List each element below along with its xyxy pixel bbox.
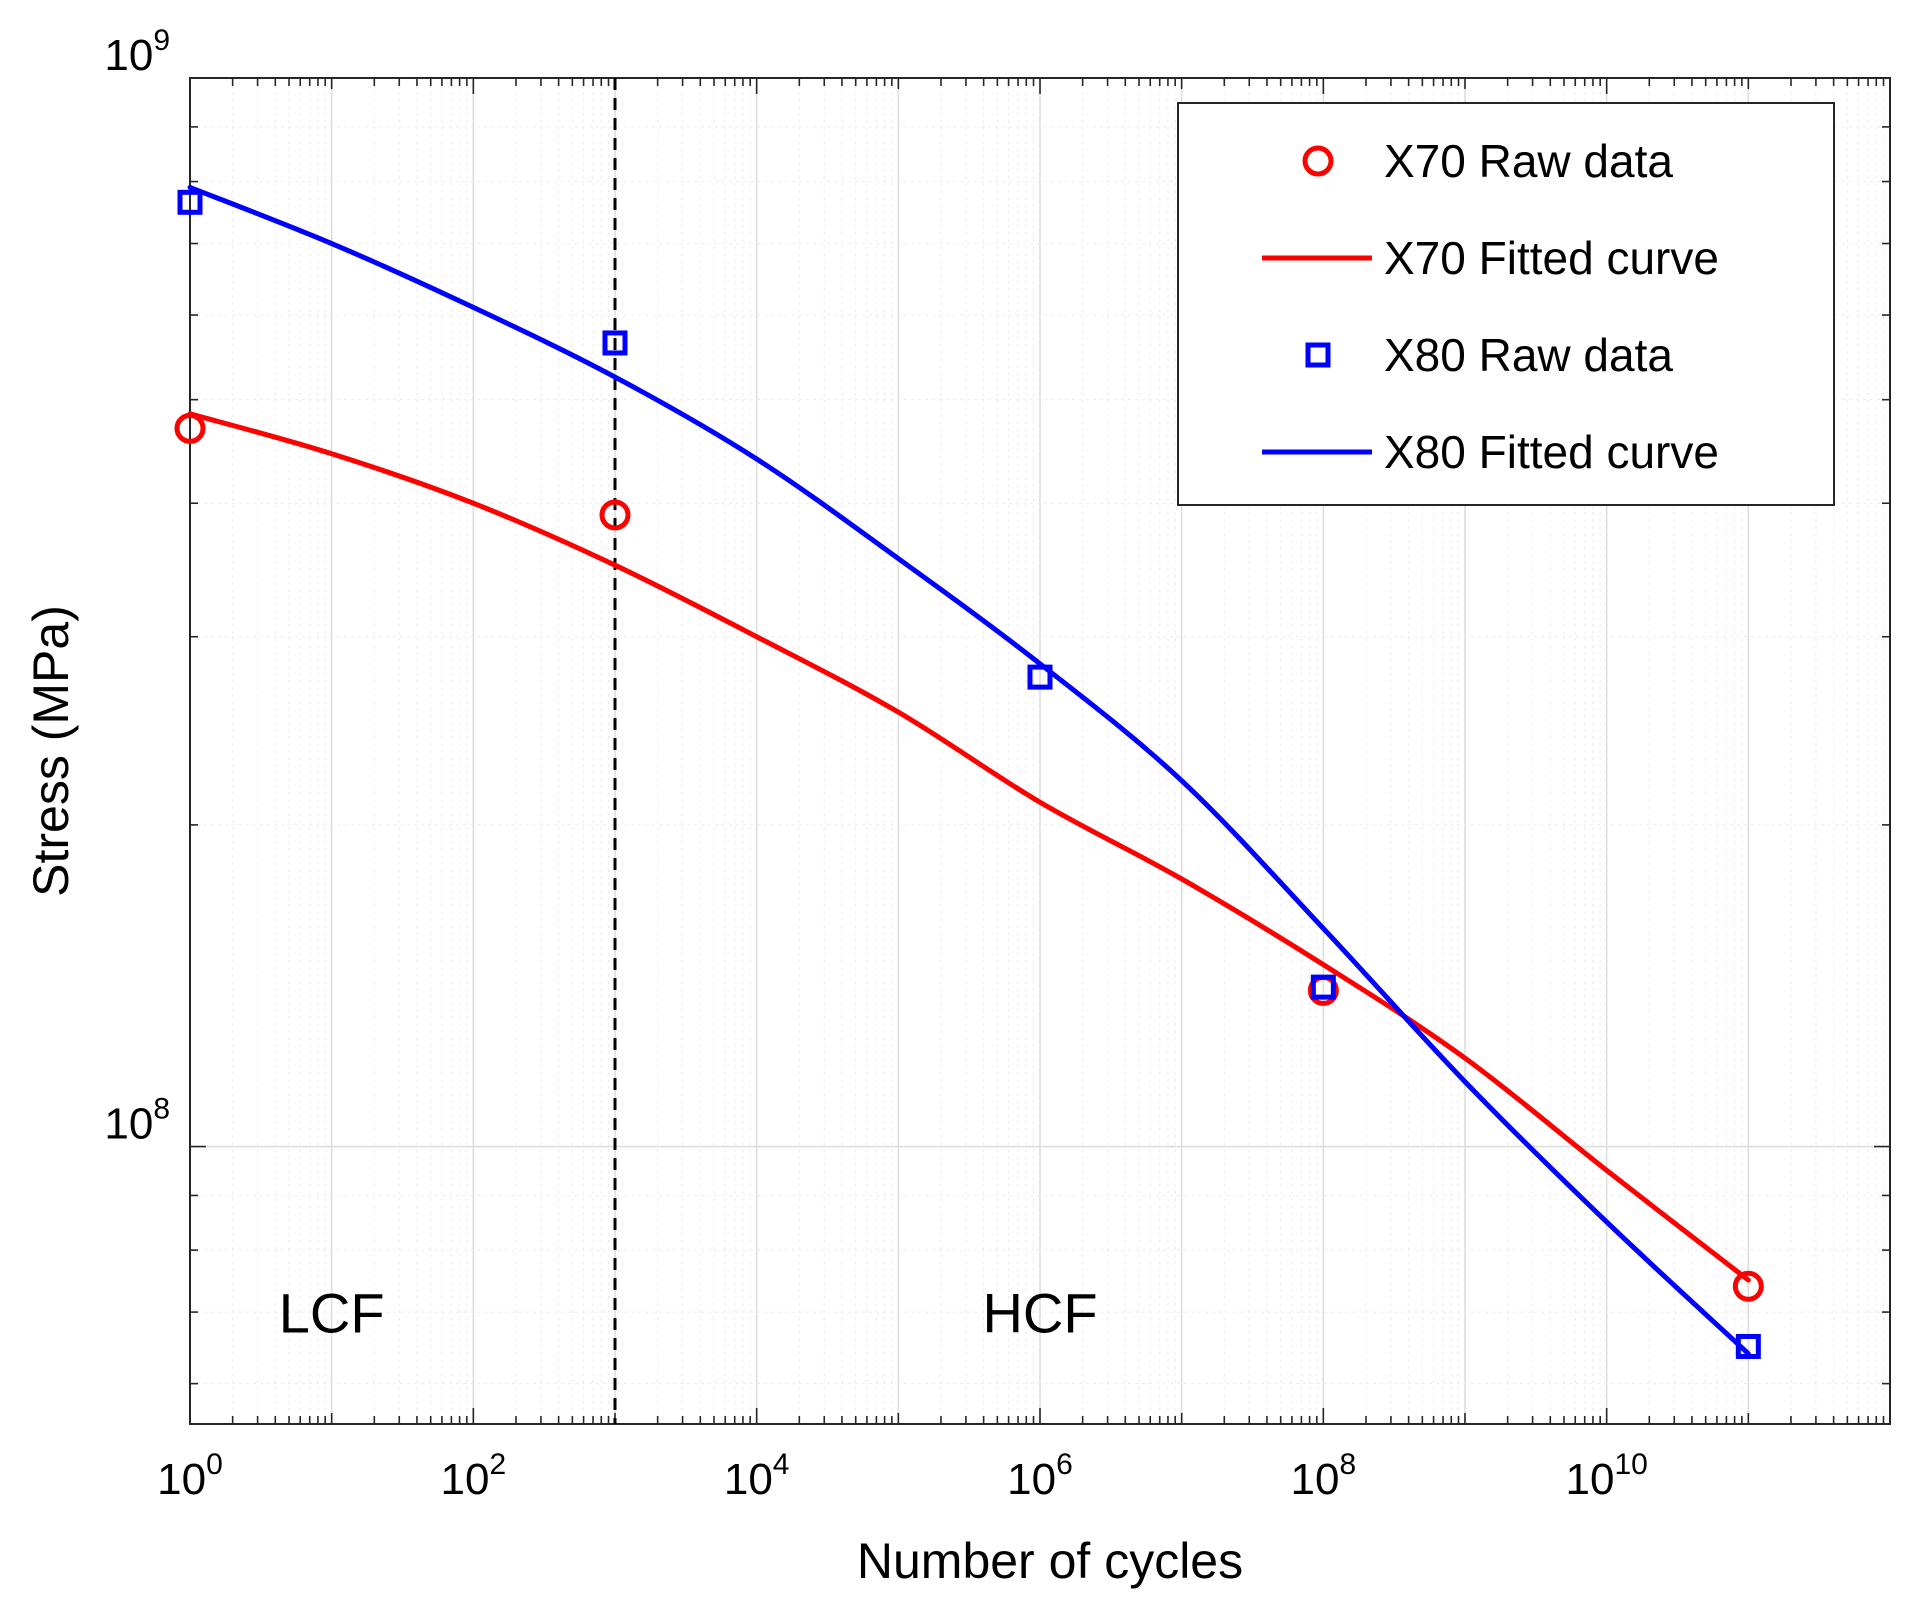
legend-swatch-x80-raw-data (1305, 342, 1331, 368)
x-tick-label-exponent: 6 (1056, 1448, 1073, 1481)
axis-labels: Number of cycles Stress (MPa) (23, 605, 1243, 1589)
x-tick-label-exponent: 2 (489, 1448, 506, 1481)
x70-raw-data-point (599, 499, 631, 531)
y-axis-label: Stress (MPa) (23, 605, 79, 897)
x70-fitted-curve-line (187, 411, 1751, 1283)
x-tick-label-base: 10 (441, 1455, 490, 1504)
y-tick-label: 109 (104, 24, 170, 80)
region-label-lcf: LCF (279, 1281, 385, 1344)
x-tick-label-base: 10 (724, 1455, 773, 1504)
x-tick-label: 100 (157, 1448, 223, 1504)
x80-raw-data-point (177, 189, 203, 215)
region-label-hcf: HCF (982, 1281, 1097, 1344)
legend: X70 Raw data X70 Fitted curve X80 Raw data… (1177, 102, 1835, 506)
x-tick-label-base: 10 (1007, 1455, 1056, 1504)
x70-raw-data-point (174, 412, 206, 444)
legend-box (1177, 102, 1835, 506)
y-tick-label: 108 (104, 1093, 170, 1149)
series (174, 184, 1764, 1359)
legend-label-x80-fitted-curve: X80 Fitted curve (1384, 426, 1719, 478)
y-tick-label-exponent: 8 (153, 1093, 170, 1126)
x80-raw-data-point (1735, 1333, 1761, 1359)
x80-raw-data-point (1310, 974, 1336, 1000)
x-axis-label: Number of cycles (857, 1533, 1243, 1589)
legend-label-x80-raw-data: X80 Raw data (1384, 329, 1673, 381)
y-tick-label-exponent: 9 (153, 24, 170, 57)
x80-fitted-curve-line (187, 184, 1751, 1357)
x-tick-label: 104 (724, 1448, 790, 1504)
x-tick-label: 102 (441, 1448, 507, 1504)
y-tick-label-base: 10 (104, 31, 153, 80)
x-tick-label-exponent: 4 (773, 1448, 790, 1481)
x80-raw-data-point (602, 330, 628, 356)
x-tick-label-exponent: 10 (1614, 1448, 1647, 1481)
x-tick-label: 108 (1291, 1448, 1357, 1504)
x-tick-label-base: 10 (1566, 1455, 1615, 1504)
annotations: LCF HCF (279, 1281, 1098, 1344)
x-tick-label-exponent: 8 (1339, 1448, 1356, 1481)
legend-label-x70-raw-data: X70 Raw data (1384, 135, 1673, 187)
x70-raw-data-point (1732, 1270, 1764, 1302)
x-tick-label-base: 10 (1291, 1455, 1340, 1504)
x-tick-label-exponent: 0 (206, 1448, 223, 1481)
legend-swatch-x70-raw-data (1302, 145, 1334, 177)
x-tick-label-base: 10 (157, 1455, 206, 1504)
legend-label-x70-fitted-curve: X70 Fitted curve (1384, 232, 1719, 284)
x-tick-label: 106 (1007, 1448, 1073, 1504)
y-tick-label-base: 10 (104, 1100, 153, 1149)
x80-raw-data-point (1027, 664, 1053, 690)
x-tick-label: 1010 (1566, 1448, 1648, 1504)
